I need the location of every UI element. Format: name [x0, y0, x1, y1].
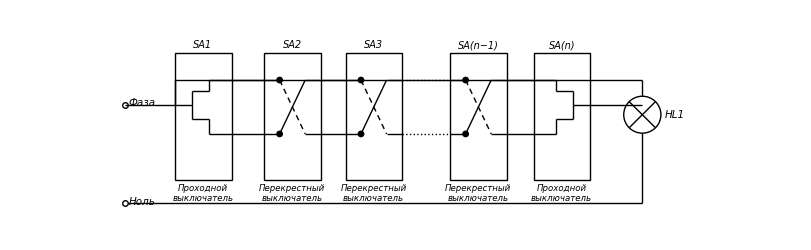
Text: Перекрестный
выключатель: Перекрестный выключатель — [341, 184, 406, 204]
Text: Перекрестный
выключатель: Перекрестный выключатель — [259, 184, 325, 204]
Text: Перекрестный
выключатель: Перекрестный выключатель — [445, 184, 511, 204]
Text: Фаза: Фаза — [128, 98, 156, 108]
Circle shape — [463, 77, 468, 83]
Text: Ноль: Ноль — [128, 197, 156, 207]
Text: SA3: SA3 — [364, 40, 383, 50]
Circle shape — [358, 131, 363, 137]
Text: Проходной
выключатель: Проходной выключатель — [173, 184, 234, 204]
Bar — [345, 53, 402, 180]
Text: SA(n): SA(n) — [548, 40, 575, 50]
Bar — [264, 53, 320, 180]
Bar — [175, 53, 232, 180]
Bar — [450, 53, 507, 180]
Text: SA1: SA1 — [193, 40, 212, 50]
Bar — [534, 53, 590, 180]
Circle shape — [463, 131, 468, 137]
Text: HL1: HL1 — [665, 110, 685, 120]
Text: Проходной
выключатель: Проходной выключатель — [531, 184, 592, 204]
Circle shape — [358, 77, 363, 83]
Circle shape — [277, 77, 282, 83]
Text: SA2: SA2 — [282, 40, 302, 50]
Text: SA(n−1): SA(n−1) — [457, 40, 499, 50]
Circle shape — [277, 131, 282, 137]
